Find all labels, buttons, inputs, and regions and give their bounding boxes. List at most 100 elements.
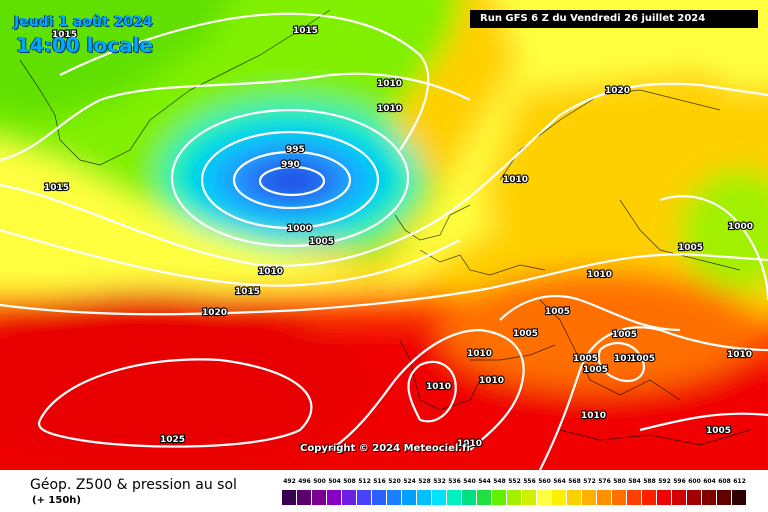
isobar-label: 1005 bbox=[309, 237, 334, 247]
legend-value-label: 556 bbox=[523, 478, 536, 485]
legend-swatch bbox=[447, 490, 461, 505]
legend-value-label: 504 bbox=[328, 478, 341, 485]
legend-swatch bbox=[372, 490, 386, 505]
geopotential-field bbox=[0, 0, 768, 470]
legend-swatch bbox=[282, 490, 296, 505]
legend-swatch bbox=[522, 490, 536, 505]
footer: Géop. Z500 & pression au sol (+ 150h) 49… bbox=[0, 470, 768, 512]
legend-value-label: 608 bbox=[718, 478, 731, 485]
legend-value-label: 568 bbox=[568, 478, 581, 485]
legend-swatch bbox=[342, 490, 356, 505]
run-banner: Run GFS 6 Z du Vendredi 26 juillet 2024 bbox=[470, 10, 758, 28]
legend-value-label: 552 bbox=[508, 478, 521, 485]
legend-value-label: 548 bbox=[493, 478, 506, 485]
isobar-label: 1020 bbox=[202, 308, 227, 318]
isobar-label: 1010 bbox=[457, 439, 482, 449]
isobar-label: 1010 bbox=[479, 376, 504, 386]
legend-swatch bbox=[732, 490, 746, 505]
isobar-label: 1005 bbox=[630, 354, 655, 364]
forecast-time: 14:00 locale bbox=[16, 33, 153, 57]
map-canvas: 1015 1015 1015 1010 995 990 1000 1005 10… bbox=[0, 0, 768, 470]
weather-map: 1015 1015 1015 1010 995 990 1000 1005 10… bbox=[0, 0, 768, 470]
isobar-label: 1000 bbox=[728, 222, 753, 232]
legend-value-label: 544 bbox=[478, 478, 491, 485]
isobar-label: 1010 bbox=[467, 349, 492, 359]
low-center-label: 990 bbox=[281, 160, 300, 170]
isobar-label: 1010 bbox=[258, 267, 283, 277]
legend-value-label: 524 bbox=[403, 478, 416, 485]
legend-swatch bbox=[702, 490, 716, 505]
isobar-labels: 1015 1015 1015 1010 995 990 1000 1005 10… bbox=[43, 25, 754, 450]
coastlines bbox=[19, 9, 751, 446]
isobar-label: 1010 bbox=[727, 350, 752, 360]
isobar-label: 1015 bbox=[235, 287, 260, 297]
legend-swatch bbox=[297, 490, 311, 505]
isobars bbox=[0, 12, 768, 470]
legend-swatch bbox=[657, 490, 671, 505]
isobar-label: 1010 bbox=[581, 411, 606, 421]
legend-value-label: 580 bbox=[613, 478, 626, 485]
legend-value-label: 600 bbox=[688, 478, 701, 485]
product-title: Géop. Z500 & pression au sol bbox=[30, 477, 237, 493]
isobar-label: 1010 bbox=[587, 270, 612, 280]
legend-value-label: 584 bbox=[628, 478, 641, 485]
legend-value-label: 528 bbox=[418, 478, 431, 485]
legend-swatch bbox=[717, 490, 731, 505]
legend-swatch bbox=[627, 490, 641, 505]
isobar-label: 1005 bbox=[513, 329, 538, 339]
legend-value-label: 500 bbox=[313, 478, 326, 485]
legend-value-label: 496 bbox=[298, 478, 311, 485]
legend-swatch bbox=[492, 490, 506, 505]
isobar-label: 1010 bbox=[503, 175, 528, 185]
legend-value-label: 516 bbox=[373, 478, 386, 485]
forecast-step: (+ 150h) bbox=[32, 495, 81, 506]
legend-value-label: 540 bbox=[463, 478, 476, 485]
legend-swatch bbox=[387, 490, 401, 505]
legend-value-label: 592 bbox=[658, 478, 671, 485]
isobar-label: 1010 bbox=[377, 79, 402, 89]
legend-value-label: 596 bbox=[673, 478, 686, 485]
legend-value-label: 520 bbox=[388, 478, 401, 485]
legend-swatch bbox=[597, 490, 611, 505]
isobar-label: 1015 bbox=[293, 26, 318, 36]
legend-swatch bbox=[312, 490, 326, 505]
isobar-label: 1000 bbox=[287, 224, 312, 234]
legend-swatch bbox=[552, 490, 566, 505]
legend-value-label: 564 bbox=[553, 478, 566, 485]
legend-value-label: 612 bbox=[733, 478, 746, 485]
copyright-notice: Copyright © 2024 Meteociel.fr bbox=[300, 443, 472, 454]
legend-swatch bbox=[327, 490, 341, 505]
isobar-label: 1005 bbox=[545, 307, 570, 317]
forecast-date: Jeudi 1 août 2024 bbox=[14, 14, 153, 30]
legend-value-label: 532 bbox=[433, 478, 446, 485]
legend-swatch bbox=[477, 490, 491, 505]
legend-swatch bbox=[612, 490, 626, 505]
isobar-label: 1005 bbox=[573, 354, 598, 364]
legend-swatch bbox=[402, 490, 416, 505]
isobar-label: 1020 bbox=[605, 86, 630, 96]
color-legend: 492 496 500 504 508 512 516 520 524 528 532 536 540 5… bbox=[282, 478, 752, 510]
isobar-label: 995 bbox=[286, 145, 305, 155]
isobar-label: 1005 bbox=[583, 365, 608, 375]
legend-swatch bbox=[642, 490, 656, 505]
legend-swatch bbox=[567, 490, 581, 505]
legend-swatch bbox=[417, 490, 431, 505]
legend-swatch bbox=[537, 490, 551, 505]
legend-value-label: 576 bbox=[598, 478, 611, 485]
isobar-label: 1025 bbox=[160, 435, 185, 445]
isobar-label: 1005 bbox=[612, 330, 637, 340]
legend-value-label: 604 bbox=[703, 478, 716, 485]
legend-value-label: 536 bbox=[448, 478, 461, 485]
isobar-label: 1010 bbox=[377, 104, 402, 114]
isobar-label: 1015 bbox=[44, 183, 69, 193]
legend-value-label: 572 bbox=[583, 478, 596, 485]
isobar-label: 1005 bbox=[678, 243, 703, 253]
legend-swatch bbox=[507, 490, 521, 505]
legend-swatch bbox=[357, 490, 371, 505]
legend-swatch bbox=[582, 490, 596, 505]
isobar-label: 1010 bbox=[614, 354, 639, 364]
isobar-label: 1010 bbox=[426, 382, 451, 392]
legend-value-label: 508 bbox=[343, 478, 356, 485]
legend-value-label: 588 bbox=[643, 478, 656, 485]
legend-value-label: 512 bbox=[358, 478, 371, 485]
